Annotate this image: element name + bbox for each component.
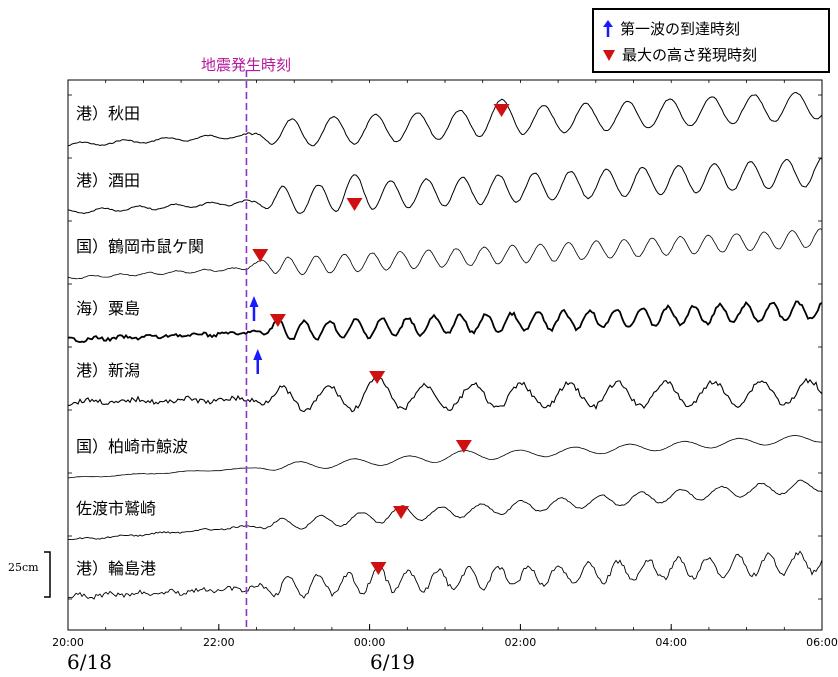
station-trace bbox=[67, 91, 823, 147]
plot-frame bbox=[67, 79, 823, 631]
x-tick-label: 02:00 bbox=[505, 636, 537, 649]
station-trace bbox=[67, 300, 823, 344]
station-label: 佐渡市鷲崎 bbox=[76, 499, 156, 518]
scale-bar bbox=[44, 551, 51, 598]
max-height-marker bbox=[252, 249, 269, 262]
station-label: 港）秋田 bbox=[76, 104, 140, 123]
station-label: 港）新潟 bbox=[76, 361, 140, 380]
axis-ticks: 20:00 22:00 00:00 02:00 04:00 06:00 bbox=[52, 80, 838, 649]
max-height-marker bbox=[269, 314, 286, 327]
station-trace bbox=[67, 228, 823, 280]
x-tick-label: 00:00 bbox=[354, 636, 386, 649]
legend: 第一波の到達時刻 最大の高さ発現時刻 bbox=[592, 8, 830, 73]
station-trace bbox=[67, 377, 823, 413]
station-trace bbox=[67, 479, 823, 541]
station-label: 港）輪島港 bbox=[76, 559, 156, 578]
max-height-marker bbox=[393, 506, 410, 519]
station-labels: 港）秋田港）酒田国）鶴岡市鼠ケ関海）粟島港）新潟国）柏崎市鯨波佐渡市鷲崎港）輪島… bbox=[76, 104, 204, 578]
max-height-marker bbox=[370, 562, 387, 575]
earthquake-time-label: 地震発生時刻 bbox=[200, 56, 291, 74]
arrival-arrow-head bbox=[253, 349, 263, 360]
waveform-traces bbox=[67, 91, 823, 600]
legend-max-label: 最大の高さ発現時刻 bbox=[622, 46, 758, 64]
event-markers bbox=[249, 104, 510, 575]
legend-arrival-label: 第一波の到達時刻 bbox=[620, 20, 741, 38]
x-tick-label: 06:00 bbox=[806, 636, 838, 649]
station-label: 港）酒田 bbox=[76, 171, 140, 190]
station-trace bbox=[67, 550, 823, 600]
station-label: 海）粟島 bbox=[76, 299, 140, 318]
x-tick-label: 22:00 bbox=[203, 636, 235, 649]
max-height-marker bbox=[493, 104, 510, 117]
blue-arrow-icon bbox=[603, 19, 613, 37]
x-tick-label: 04:00 bbox=[655, 636, 687, 649]
station-trace bbox=[67, 158, 823, 215]
date-label-next: 6/19 bbox=[370, 650, 415, 674]
station-label: 国）鶴岡市鼠ケ関 bbox=[76, 237, 204, 256]
scale-bar-label: 25cm bbox=[8, 561, 39, 574]
red-triangle-icon bbox=[603, 49, 615, 61]
max-height-marker bbox=[369, 371, 386, 384]
max-height-marker bbox=[455, 440, 472, 453]
date-label-start: 6/18 bbox=[67, 650, 112, 674]
x-tick-label: 20:00 bbox=[52, 636, 84, 649]
legend-arrival: 第一波の到達時刻 bbox=[602, 18, 740, 39]
station-trace bbox=[67, 434, 823, 479]
legend-max: 最大の高さ発現時刻 bbox=[602, 44, 757, 65]
station-label: 国）柏崎市鯨波 bbox=[76, 437, 188, 456]
arrival-arrow-head bbox=[249, 296, 259, 307]
max-height-marker bbox=[346, 198, 363, 211]
